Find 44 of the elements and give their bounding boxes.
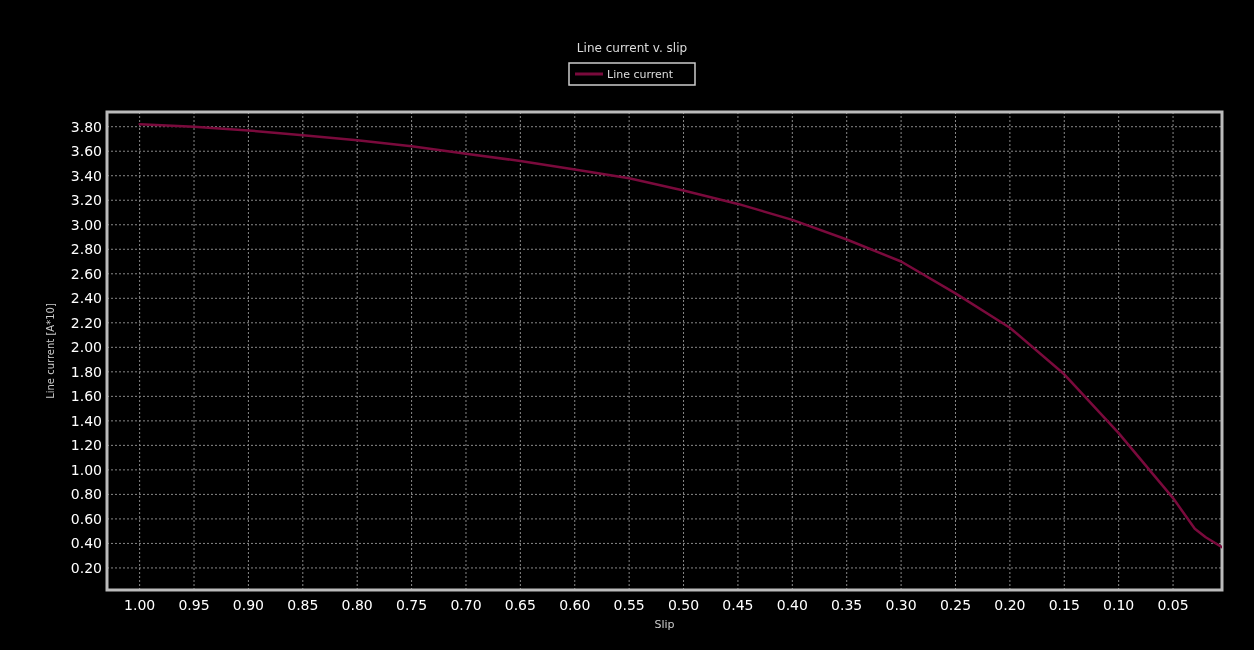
x-tick-label: 0.80 xyxy=(341,597,373,613)
x-tick-label: 0.70 xyxy=(450,597,482,613)
y-tick-label: 1.80 xyxy=(70,363,102,380)
y-tick-label: 2.20 xyxy=(70,314,102,331)
y-tick-label: 3.40 xyxy=(70,167,102,184)
y-tick-label: 1.60 xyxy=(70,388,102,405)
chart-title: Line current v. slip xyxy=(576,41,688,55)
y-tick-label: 3.60 xyxy=(70,143,102,160)
y-tick-label: 0.80 xyxy=(70,486,102,503)
x-tick-label: 0.50 xyxy=(667,597,700,613)
x-tick-label: 0.75 xyxy=(396,597,428,613)
y-tick-label: 1.20 xyxy=(70,437,102,454)
line-series xyxy=(138,123,1222,549)
x-tick-label: 0.15 xyxy=(1048,597,1080,613)
x-axis-title: Slip xyxy=(654,618,675,631)
y-axis-title: Line current [A*10] xyxy=(45,303,56,399)
y-tick-label: 2.00 xyxy=(70,339,102,356)
y-tick-label: 2.80 xyxy=(70,241,102,258)
y-tick-label: 0.40 xyxy=(70,535,102,552)
y-tick-label: 0.20 xyxy=(70,559,102,576)
x-tick-label: 0.30 xyxy=(885,597,917,613)
x-tick-label: 0.55 xyxy=(613,597,645,613)
x-tick-label: 0.10 xyxy=(1103,597,1135,613)
y-tick-label: 2.40 xyxy=(70,290,102,307)
x-tick-label: 0.35 xyxy=(831,597,863,613)
y-tick-label: 3.20 xyxy=(70,192,102,209)
y-tick-label: 2.60 xyxy=(70,265,102,282)
x-tick-label: 0.20 xyxy=(994,597,1026,613)
y-tick-label: 1.00 xyxy=(70,461,102,478)
y-tick-label: 3.80 xyxy=(70,118,102,135)
x-tick-label: 1.00 xyxy=(124,597,156,613)
y-tick-label: 0.60 xyxy=(70,510,102,527)
x-tick-label: 0.90 xyxy=(232,597,264,613)
x-tick-label: 0.95 xyxy=(178,597,210,613)
x-tick-label: 0.65 xyxy=(504,597,536,613)
y-tick-label: 3.00 xyxy=(70,216,102,233)
x-tick-label: 0.05 xyxy=(1157,597,1189,613)
x-tick-label: 0.45 xyxy=(722,597,754,613)
y-tick-label: 1.40 xyxy=(70,412,102,429)
x-tick-label: 0.40 xyxy=(776,597,808,613)
x-tick-label: 0.85 xyxy=(287,597,319,613)
x-tick-label: 0.60 xyxy=(559,597,591,613)
x-tick-label: 0.25 xyxy=(939,597,972,613)
legend-label: Line current xyxy=(607,68,674,81)
